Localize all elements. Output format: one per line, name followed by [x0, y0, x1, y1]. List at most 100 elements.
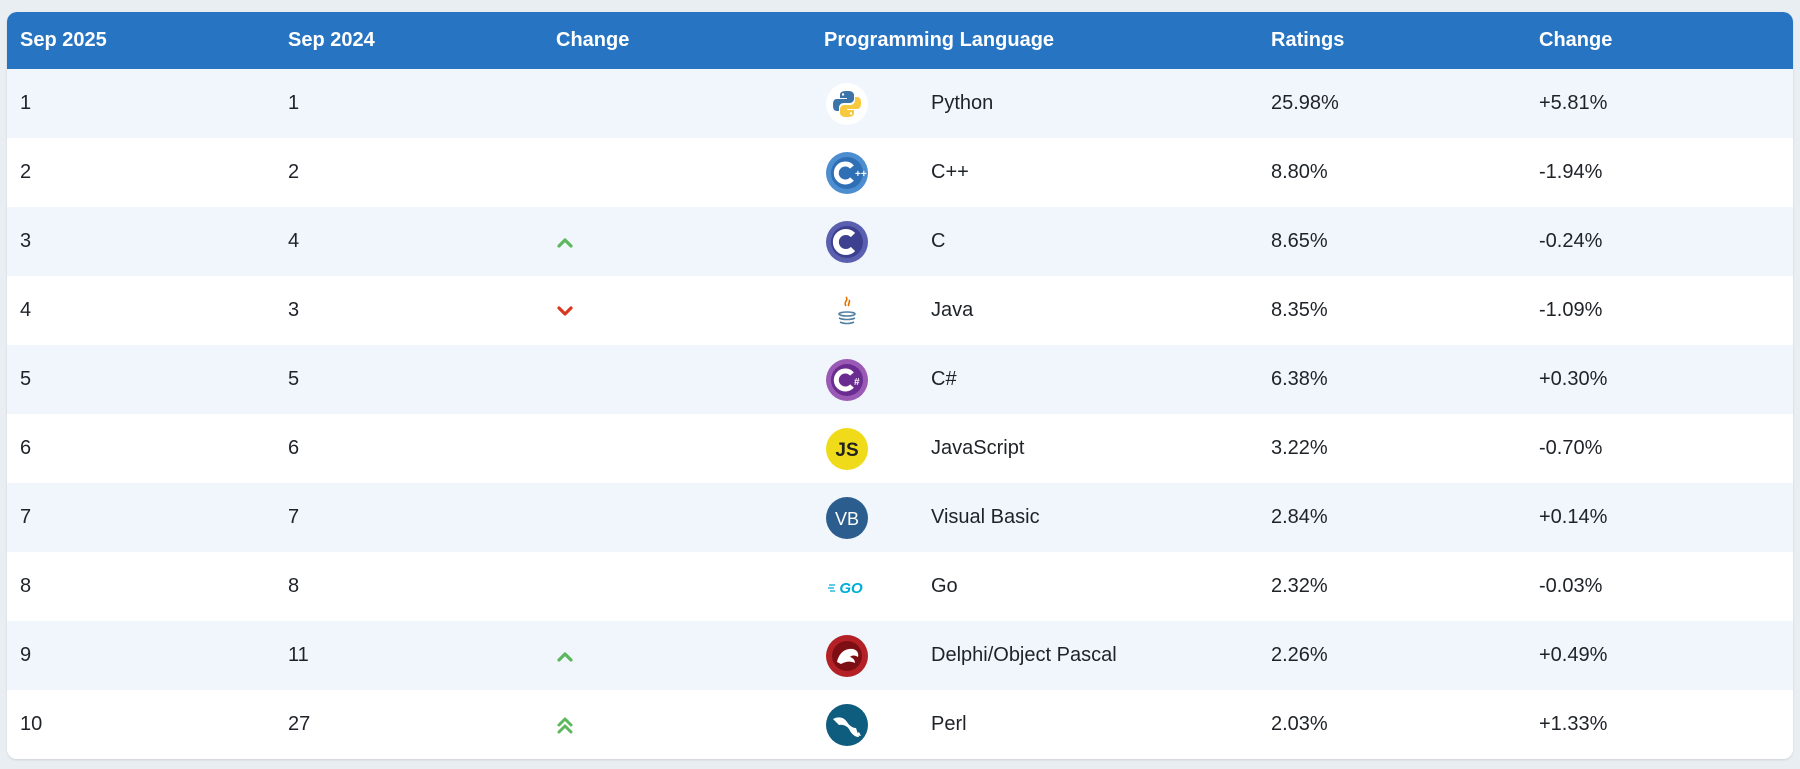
language-cell: Delphi/Object Pascal — [811, 634, 1258, 678]
rating-change: -1.94% — [1539, 161, 1603, 183]
rank-previous: 1 — [288, 92, 300, 114]
cpp-logo-icon: ++ — [825, 151, 869, 195]
svg-text:GO: GO — [839, 580, 863, 597]
language-name[interactable]: Go — [931, 575, 958, 597]
rating-value: 3.22% — [1271, 437, 1328, 459]
language-cell: Python — [811, 82, 1258, 126]
rating-value: 2.26% — [1271, 644, 1328, 666]
header-sep-2025[interactable]: Sep 2025 — [20, 29, 107, 51]
svg-text:VB: VB — [835, 509, 859, 529]
trend-up — [543, 235, 811, 249]
chevron-up-icon — [557, 651, 573, 662]
ranking-table: Sep 2025 Sep 2024 Change Programming Lan… — [7, 12, 1793, 759]
rating-value: 2.32% — [1271, 575, 1328, 597]
table-header: Sep 2025 Sep 2024 Change Programming Lan… — [7, 12, 1793, 69]
language-name[interactable]: Java — [931, 299, 974, 321]
rating-change: -0.70% — [1539, 437, 1603, 459]
language-cell: Java — [811, 289, 1258, 333]
rating-value: 6.38% — [1271, 368, 1328, 390]
language-cell: # C# — [811, 358, 1258, 402]
rank-previous: 27 — [288, 713, 311, 735]
language-cell: ++ C++ — [811, 151, 1258, 195]
header-sep-2024[interactable]: Sep 2024 — [288, 29, 375, 51]
language-name[interactable]: Delphi/Object Pascal — [931, 644, 1117, 666]
chevron-up-icon — [557, 237, 573, 248]
language-cell: C — [811, 220, 1258, 264]
language-name[interactable]: C# — [931, 368, 957, 390]
rank-previous: 11 — [288, 644, 309, 666]
rank-current: 9 — [20, 644, 32, 666]
rank-current: 6 — [20, 437, 32, 459]
rank-previous: 8 — [288, 575, 300, 597]
csharp-logo-icon: # — [825, 358, 869, 402]
svg-text:++: ++ — [855, 169, 867, 180]
table-row: 8 8 GO Go 2.32% -0.03% — [7, 552, 1793, 621]
rank-previous: 7 — [288, 506, 300, 528]
rating-value: 8.65% — [1271, 230, 1328, 252]
rank-current: 7 — [20, 506, 32, 528]
rating-value: 8.80% — [1271, 161, 1328, 183]
trend-up — [543, 649, 811, 663]
table-row: 1 1 Python 25.98% +5.81% — [7, 69, 1793, 138]
table-body: 1 1 Python 25.98% +5.81% 2 — [7, 69, 1793, 759]
c-logo-icon — [825, 220, 869, 264]
rating-change: -0.24% — [1539, 230, 1603, 252]
trend-down — [543, 304, 811, 318]
table-row: 4 3 Java 8.35% -1.09% — [7, 276, 1793, 345]
rating-change: -0.03% — [1539, 575, 1603, 597]
rank-previous: 6 — [288, 437, 300, 459]
rank-current: 1 — [20, 92, 32, 114]
svg-text:#: # — [854, 377, 860, 388]
table-row: 9 11 Delphi/Object Pascal 2.26% +0.49% — [7, 621, 1793, 690]
rating-change: +0.14% — [1539, 506, 1608, 528]
language-name[interactable]: JavaScript — [931, 437, 1025, 459]
language-name[interactable]: Perl — [931, 713, 967, 735]
delphi-logo-icon — [825, 634, 869, 678]
table-row: 3 4 C 8.65% -0.24% — [7, 207, 1793, 276]
language-cell: Perl — [811, 703, 1258, 747]
go-logo-icon: GO — [825, 565, 869, 609]
header-change-rank[interactable]: Change — [556, 29, 630, 51]
javascript-logo-icon: JS — [825, 427, 869, 471]
rating-value: 2.84% — [1271, 506, 1328, 528]
rank-previous: 5 — [288, 368, 300, 390]
rating-value: 8.35% — [1271, 299, 1328, 321]
rank-current: 3 — [20, 230, 32, 252]
rank-current: 10 — [20, 713, 43, 735]
rank-current: 2 — [20, 161, 32, 183]
rating-change: +0.30% — [1539, 368, 1608, 390]
rank-previous: 2 — [288, 161, 300, 183]
python-logo-icon — [825, 82, 869, 126]
svg-text:JS: JS — [835, 440, 858, 461]
header-ratings[interactable]: Ratings — [1271, 29, 1345, 51]
header-change-rating[interactable]: Change — [1539, 29, 1613, 51]
java-logo-icon — [825, 289, 869, 333]
language-name[interactable]: Python — [931, 92, 994, 114]
table-row: 5 5 # C# 6.38% +0.30% — [7, 345, 1793, 414]
rank-current: 8 — [20, 575, 32, 597]
table-row: 7 7 VB Visual Basic 2.84% +0.14% — [7, 483, 1793, 552]
language-cell: JS JavaScript — [811, 427, 1258, 471]
header-programming-language[interactable]: Programming Language — [824, 29, 1055, 51]
language-name[interactable]: C — [931, 230, 946, 252]
language-cell: VB Visual Basic — [811, 496, 1258, 540]
rank-current: 4 — [20, 299, 32, 321]
language-name[interactable]: Visual Basic — [931, 506, 1040, 528]
rating-value: 25.98% — [1271, 92, 1339, 114]
rating-change: +5.81% — [1539, 92, 1608, 114]
language-name[interactable]: C++ — [931, 161, 969, 183]
rank-previous: 3 — [288, 299, 300, 321]
table-row: 2 2 ++ C++ 8.80% -1.94% — [7, 138, 1793, 207]
rating-change: -1.09% — [1539, 299, 1603, 321]
double-chevron-up-icon — [557, 717, 573, 733]
visual-basic-logo-icon: VB — [825, 496, 869, 540]
rank-current: 5 — [20, 368, 32, 390]
rating-change: +0.49% — [1539, 644, 1608, 666]
rating-change: +1.33% — [1539, 713, 1608, 735]
rank-previous: 4 — [288, 230, 300, 252]
chevron-down-icon — [557, 305, 573, 316]
language-cell: GO Go — [811, 565, 1258, 609]
table-row: 6 6 JS JavaScript 3.22% -0.70% — [7, 414, 1793, 483]
rating-value: 2.03% — [1271, 713, 1328, 735]
table-row: 10 27 Perl 2.03% +1.33% — [7, 690, 1793, 759]
